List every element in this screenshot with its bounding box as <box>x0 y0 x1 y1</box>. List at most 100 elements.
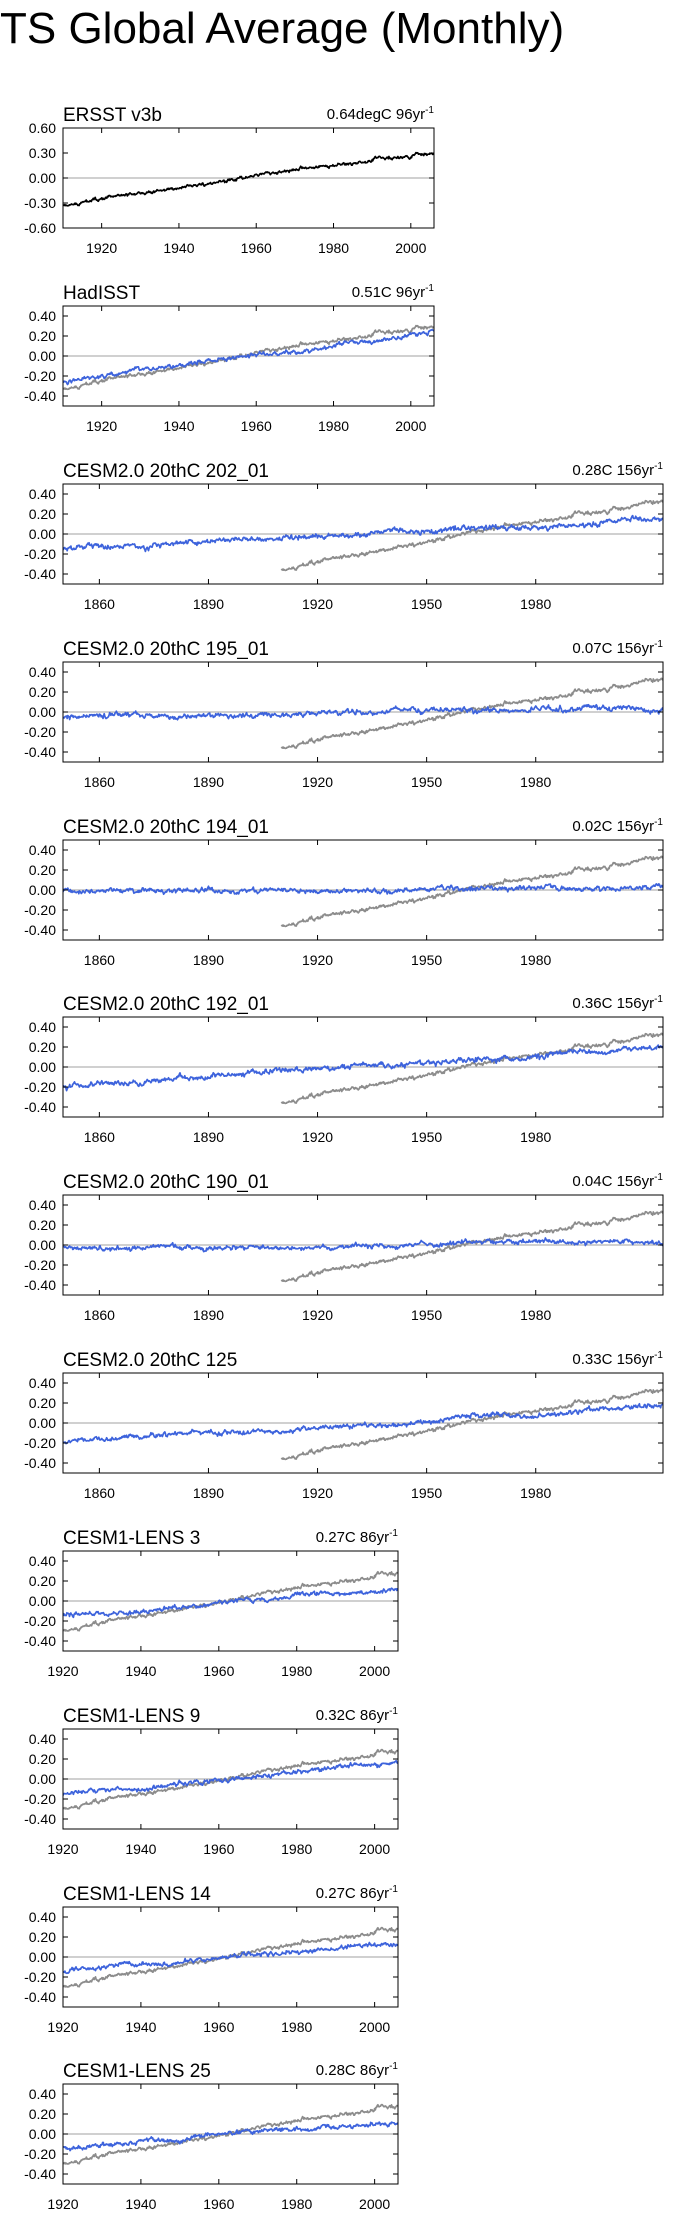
y-tick-label: 0.20 <box>29 1039 56 1055</box>
x-tick-label: 1960 <box>203 2196 234 2212</box>
x-tick-label: 2000 <box>359 1841 390 1857</box>
x-tick-label: 1940 <box>163 418 194 434</box>
y-tick-label: 0.00 <box>29 1059 56 1075</box>
y-tick-label: 0.00 <box>29 170 56 186</box>
x-tick-label: 1920 <box>302 596 333 612</box>
y-tick-label: 0.40 <box>29 1553 56 1569</box>
series-line <box>63 703 663 721</box>
series-line <box>280 499 663 572</box>
y-tick-label: -0.20 <box>24 1079 56 1095</box>
y-tick-label: 0.20 <box>29 2106 56 2122</box>
series-line <box>63 1759 398 1796</box>
trend-exponent: -1 <box>425 283 434 294</box>
y-tick-label: -0.20 <box>24 1791 56 1807</box>
y-tick-label: 0.00 <box>29 1593 56 1609</box>
chart-panel: CESM1-LENS 25 0.28C 86yr-1 -0.40 -0.20 0.00 0… <box>24 2061 399 2212</box>
y-tick-label: 0.00 <box>29 2126 56 2142</box>
trend-exponent: -1 <box>389 2061 398 2072</box>
chart-panel: CESM2.0 20thC 202_01 0.28C 156yr-1 -0.40 -0… <box>24 461 664 612</box>
x-tick-label: 1860 <box>84 1129 115 1145</box>
y-tick-label: 0.00 <box>29 348 56 364</box>
x-tick-label: 1860 <box>84 596 115 612</box>
y-tick-label: -0.20 <box>24 1435 56 1451</box>
x-tick-label: 1920 <box>302 1307 333 1323</box>
x-tick-label: 1890 <box>193 952 224 968</box>
x-tick-label: 1950 <box>411 774 442 790</box>
x-tick-label: 1980 <box>281 2019 312 2035</box>
x-tick-label: 1980 <box>520 774 551 790</box>
trend-label: 0.36C 156yr-1 <box>572 994 663 1012</box>
chart-title: CESM1-LENS 25 <box>63 2061 211 2082</box>
series-line <box>63 1748 398 1810</box>
x-tick-label: 2000 <box>395 418 426 434</box>
y-tick-label: -0.40 <box>24 744 56 760</box>
chart-title: CESM2.0 20thC 192_01 <box>63 994 269 1015</box>
chart-panel: CESM2.0 20thC 190_01 0.04C 156yr-1 -0.40 -0… <box>24 1172 664 1323</box>
series-line <box>280 677 663 750</box>
y-tick-label: 0.20 <box>29 1217 56 1233</box>
x-tick-label: 2000 <box>395 240 426 256</box>
y-tick-label: -0.20 <box>24 2146 56 2162</box>
x-tick-label: 1920 <box>302 1129 333 1145</box>
x-tick-label: 1960 <box>203 1841 234 1857</box>
y-tick-label: -0.40 <box>24 922 56 938</box>
x-tick-label: 1960 <box>203 2019 234 2035</box>
chart-title: CESM2.0 20thC 194_01 <box>63 817 269 838</box>
x-tick-label: 1940 <box>163 240 194 256</box>
x-tick-label: 1980 <box>520 1307 551 1323</box>
x-tick-label: 2000 <box>359 2019 390 2035</box>
x-tick-label: 1920 <box>302 774 333 790</box>
trend-exponent: -1 <box>654 994 663 1005</box>
chart-title: CESM1-LENS 3 <box>63 1528 200 1549</box>
chart-title: CESM2.0 20thC 195_01 <box>63 639 269 660</box>
x-tick-label: 1920 <box>47 1663 78 1679</box>
chart-panel: ERSST v3b 0.64degC 96yr-1 -0.60 -0.30 0.00 0.… <box>24 105 435 256</box>
y-tick-label: -0.40 <box>24 1989 56 2005</box>
x-tick-label: 1940 <box>125 2019 156 2035</box>
y-tick-label: -0.40 <box>24 1811 56 1827</box>
x-tick-label: 1980 <box>281 1663 312 1679</box>
series-line <box>63 1402 663 1445</box>
trend-label: 0.04C 156yr-1 <box>572 1172 663 1190</box>
series-line <box>63 514 663 553</box>
x-tick-label: 1980 <box>281 1841 312 1857</box>
y-tick-label: 0.20 <box>29 1929 56 1945</box>
y-tick-label: -0.40 <box>24 1277 56 1293</box>
x-tick-label: 1980 <box>318 240 349 256</box>
trend-label: 0.07C 156yr-1 <box>572 639 663 657</box>
series-line <box>63 328 434 386</box>
trend-label: 0.27C 86yr-1 <box>316 1528 399 1546</box>
x-tick-label: 1960 <box>241 418 272 434</box>
y-tick-label: 0.00 <box>29 526 56 542</box>
y-tick-label: -0.40 <box>24 566 56 582</box>
x-tick-label: 2000 <box>359 2196 390 2212</box>
y-tick-label: 0.00 <box>29 704 56 720</box>
y-tick-label: 0.00 <box>29 1415 56 1431</box>
x-tick-label: 1890 <box>193 1485 224 1501</box>
series-line <box>63 1587 398 1619</box>
y-tick-label: -0.20 <box>24 546 56 562</box>
y-tick-label: -0.20 <box>24 368 56 384</box>
x-tick-label: 1950 <box>411 952 442 968</box>
y-tick-label: -0.40 <box>24 1099 56 1115</box>
y-tick-label: 0.20 <box>29 862 56 878</box>
trend-label: 0.33C 156yr-1 <box>572 1350 663 1368</box>
y-tick-label: 0.40 <box>29 1197 56 1213</box>
series-line <box>63 1237 663 1253</box>
y-tick-label: 0.20 <box>29 1751 56 1767</box>
x-tick-label: 1980 <box>520 1129 551 1145</box>
x-tick-label: 1960 <box>241 240 272 256</box>
series-line <box>280 855 663 928</box>
x-tick-label: 1980 <box>520 1485 551 1501</box>
y-tick-label: 0.00 <box>29 1771 56 1787</box>
x-tick-label: 1980 <box>520 596 551 612</box>
chart-panel: CESM1-LENS 14 0.27C 86yr-1 -0.40 -0.20 0.00 0… <box>24 1884 399 2035</box>
series-line <box>63 151 434 207</box>
y-tick-label: -0.30 <box>24 195 56 211</box>
x-tick-label: 1860 <box>84 774 115 790</box>
chart-title: CESM2.0 20thC 125 <box>63 1350 237 1371</box>
x-tick-label: 1920 <box>302 952 333 968</box>
y-tick-label: 0.40 <box>29 842 56 858</box>
x-tick-label: 1980 <box>281 2196 312 2212</box>
y-tick-label: 0.40 <box>29 308 56 324</box>
